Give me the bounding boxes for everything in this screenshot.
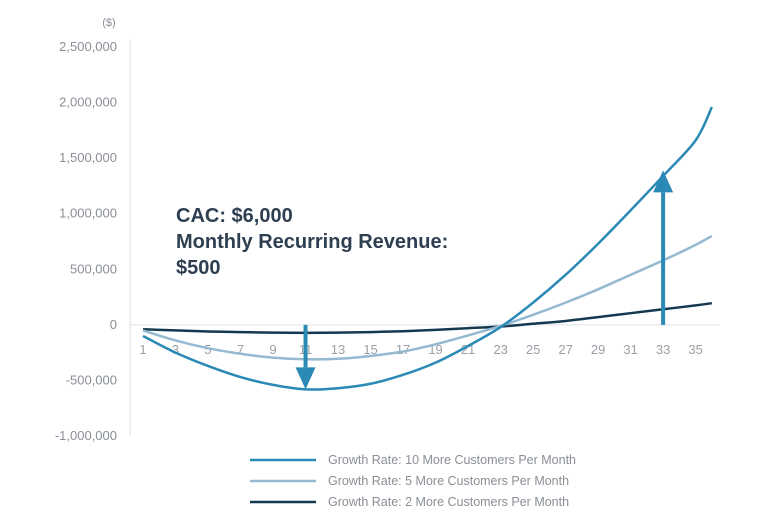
x-tick-label: 9 — [269, 342, 276, 357]
x-tick-label: 29 — [591, 342, 605, 357]
x-tick-label: 15 — [363, 342, 377, 357]
y-axis-ticks: 2,500,000 2,000,000 1,500,000 1,000,000 500,… — [55, 39, 117, 443]
y-tick-label: -1,000,000 — [55, 428, 117, 443]
x-axis-ticks: 1357911131517192123252729313335 — [139, 342, 702, 357]
y-tick-label: 1,000,000 — [59, 206, 117, 221]
x-tick-label: 7 — [237, 342, 244, 357]
arrows — [295, 170, 674, 390]
x-tick-label: 21 — [461, 342, 475, 357]
series-lines — [142, 106, 714, 391]
axes — [129, 39, 720, 436]
x-tick-label: 31 — [623, 342, 637, 357]
x-tick-label: 1 — [139, 342, 146, 357]
x-tick-label: 23 — [493, 342, 507, 357]
series-line — [142, 301, 713, 335]
y-axis-unit: ($) — [102, 17, 115, 29]
x-tick-label: 3 — [172, 342, 179, 357]
x-tick-label: 13 — [331, 342, 345, 357]
x-tick-label: 33 — [656, 342, 670, 357]
x-tick-label: 25 — [526, 342, 540, 357]
y-tick-label: 500,000 — [70, 261, 117, 276]
legend-label: Growth Rate: 10 More Customers Per Month — [328, 453, 576, 467]
annotation-line-mrr-value: $500 — [176, 257, 221, 279]
legend-label: Growth Rate: 5 More Customers Per Month — [328, 474, 569, 488]
series-line — [142, 106, 714, 391]
arrow-up-icon — [653, 170, 674, 193]
y-tick-label: 1,500,000 — [59, 150, 117, 165]
x-tick-label: 35 — [688, 342, 702, 357]
annotation-background — [168, 198, 524, 280]
y-tick-label: 0 — [110, 317, 117, 332]
series-line — [142, 234, 713, 361]
y-tick-label: 2,500,000 — [59, 39, 117, 54]
y-tick-label: -500,000 — [66, 372, 117, 387]
x-tick-label: 27 — [558, 342, 572, 357]
annotation: CAC: $6,000 Monthly Recurring Revenue: $… — [168, 198, 524, 280]
annotation-line-mrr-label: Monthly Recurring Revenue: — [176, 231, 448, 253]
arrow-down-icon — [295, 367, 316, 390]
legend-label: Growth Rate: 2 More Customers Per Month — [328, 495, 569, 509]
legend: Growth Rate: 10 More Customers Per Month… — [250, 453, 576, 509]
annotation-line-cac: CAC: $6,000 — [176, 205, 293, 227]
y-tick-label: 2,000,000 — [59, 95, 117, 110]
